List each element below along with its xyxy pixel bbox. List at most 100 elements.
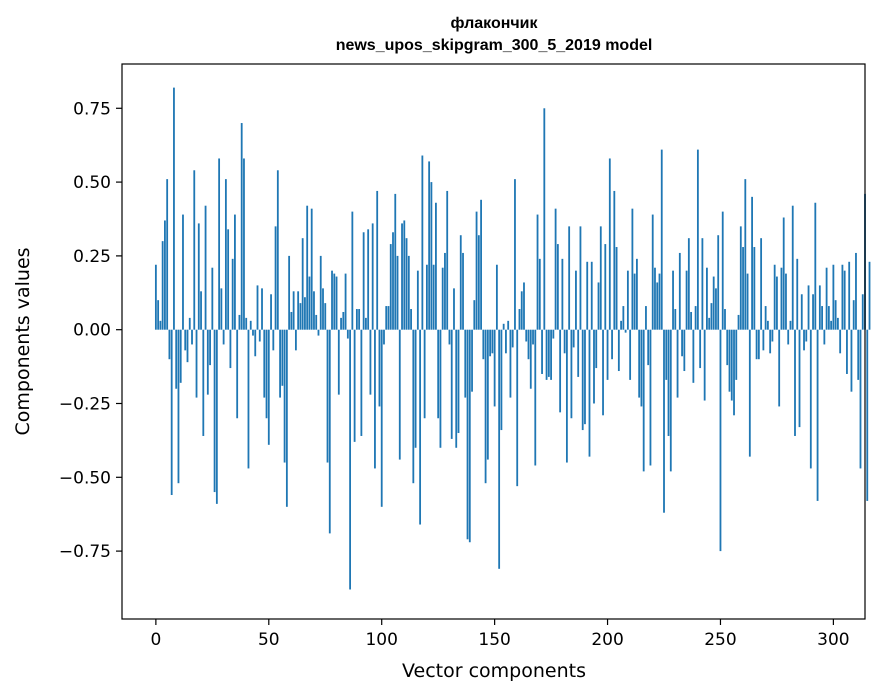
bar-3 <box>161 241 164 330</box>
bar-43 <box>252 329 254 336</box>
bar-7 <box>170 329 173 496</box>
bar-94 <box>367 229 370 330</box>
x-axis-label: Vector components <box>402 660 586 682</box>
bar-116 <box>416 270 419 330</box>
y-tick-label: 0.00 <box>73 321 111 341</box>
bar-59 <box>288 255 291 330</box>
bar-75 <box>324 303 327 330</box>
bar-18 <box>195 329 198 398</box>
bar-129 <box>446 190 449 330</box>
bar-186 <box>575 270 577 330</box>
y-tick-label: 0.25 <box>73 247 111 267</box>
bar-84 <box>344 273 347 330</box>
bar-310 <box>855 252 857 330</box>
bar-268 <box>760 238 763 330</box>
bar-139 <box>468 329 471 543</box>
bar-293 <box>816 329 819 501</box>
bar-39 <box>243 158 245 330</box>
bar-290 <box>809 329 812 469</box>
bar-254 <box>728 329 731 392</box>
bar-204 <box>615 247 618 330</box>
bar-312 <box>859 329 862 469</box>
bar-240 <box>696 149 699 330</box>
bar-216 <box>642 329 645 472</box>
bar-198 <box>602 329 604 416</box>
bar-69 <box>310 208 313 330</box>
bar-208 <box>624 329 627 333</box>
bar-153 <box>500 329 503 431</box>
bar-26 <box>213 329 216 493</box>
bar-281 <box>789 320 792 330</box>
bar-81 <box>337 329 340 395</box>
chart-title-line2: news_upos_skipgram_300_5_2019 model <box>336 37 653 54</box>
bar-146 <box>484 329 487 484</box>
bar-96 <box>371 223 374 330</box>
bar-93 <box>365 317 367 330</box>
bar-54 <box>276 170 279 330</box>
bar-150 <box>493 329 496 407</box>
bar-38 <box>240 123 243 330</box>
bar-64 <box>299 303 302 330</box>
bar-35 <box>234 214 236 330</box>
bar-207 <box>622 306 625 330</box>
bar-132 <box>453 288 455 330</box>
bar-17 <box>193 170 196 330</box>
bar-71 <box>315 314 318 330</box>
bar-308 <box>850 329 853 392</box>
bar-171 <box>541 329 543 374</box>
bar-265 <box>753 247 756 330</box>
bar-99 <box>378 329 381 407</box>
bar-213 <box>636 258 638 330</box>
bar-91 <box>360 329 363 436</box>
bar-316 <box>868 261 871 330</box>
bar-299 <box>830 320 833 330</box>
bar-66 <box>304 297 306 330</box>
bar-57 <box>283 329 286 463</box>
bar-31 <box>224 179 227 330</box>
bar-9 <box>175 329 178 389</box>
bar-128 <box>444 252 446 330</box>
bar-291 <box>812 294 814 330</box>
bar-115 <box>414 329 417 448</box>
y-tick-label: −0.25 <box>59 394 111 414</box>
bar-156 <box>507 320 510 330</box>
bar-135 <box>459 235 462 330</box>
bar-110 <box>403 220 406 330</box>
bar-179 <box>559 329 562 413</box>
y-axis-label: Components values <box>12 247 34 435</box>
bar-130 <box>448 329 451 345</box>
bar-280 <box>787 329 790 345</box>
bar-219 <box>649 329 652 466</box>
bar-2 <box>159 320 162 330</box>
bar-196 <box>597 282 600 330</box>
bar-155 <box>505 329 507 354</box>
bar-53 <box>274 226 277 330</box>
bar-294 <box>818 285 821 330</box>
bar-236 <box>687 238 690 330</box>
bar-56 <box>281 329 284 386</box>
bar-261 <box>744 179 747 330</box>
bar-14 <box>186 329 189 363</box>
bar-33 <box>229 329 232 369</box>
bar-19 <box>197 223 200 330</box>
bar-180 <box>561 258 564 330</box>
bar-178 <box>556 244 559 330</box>
bar-168 <box>534 329 537 466</box>
bar-224 <box>660 149 663 330</box>
bar-161 <box>518 309 521 330</box>
y-axis-ticks: −0.75 −0.50 −0.25 0.00 0.25 0.50 0.75 <box>59 99 122 562</box>
bar-244 <box>706 267 708 330</box>
bar-11 <box>179 329 182 383</box>
bar-260 <box>742 247 744 330</box>
bar-133 <box>455 329 458 448</box>
bar-304 <box>841 264 844 330</box>
bar-72 <box>317 329 320 336</box>
bar-124 <box>435 202 437 330</box>
bar-242 <box>701 238 704 330</box>
bar-112 <box>407 255 410 330</box>
bar-255 <box>730 329 733 401</box>
bar-297 <box>825 267 828 330</box>
bar-92 <box>362 232 365 330</box>
bar-307 <box>848 261 851 330</box>
bar-83 <box>342 311 345 330</box>
